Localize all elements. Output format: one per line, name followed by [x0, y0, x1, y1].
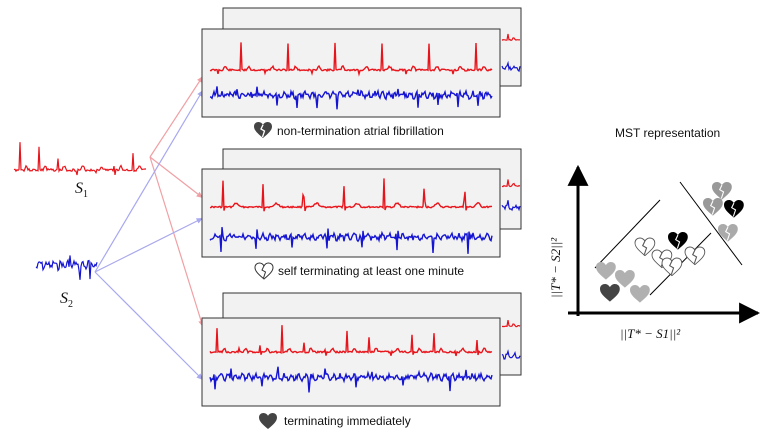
signal-s1-trace	[13, 142, 146, 176]
mst-representation: MST representation ||T* − S2||² ||T* − S…	[548, 126, 761, 341]
broken-heart-icon	[661, 257, 683, 277]
panel-non-termination: non-termination atrial fibrillation	[201, 7, 522, 138]
broken-heart-icon	[718, 224, 738, 242]
broken-heart-icon	[712, 182, 732, 200]
panel-terminating-immediately: terminating immediately	[201, 292, 522, 429]
arrow-s2-panel1	[94, 89, 204, 273]
heart-icon	[600, 284, 620, 302]
broken-heart-icon	[668, 232, 688, 250]
signal-s2-label: S2	[60, 290, 73, 310]
panel-self-terminating: self terminating at least one minute	[201, 148, 522, 280]
signal-s2: S2	[35, 255, 98, 310]
panel2-blue-trace	[209, 227, 493, 254]
panel3-red-trace	[209, 325, 493, 357]
broken-heart-dark-icon	[254, 122, 272, 138]
broken-heart-icon	[703, 198, 723, 216]
signal-s1-label: S1	[75, 180, 88, 200]
mst-x-axis-label: ||T* − S1||²	[620, 326, 681, 341]
arrow-s2-panel3	[94, 271, 204, 381]
broken-heart-icon	[724, 200, 744, 218]
mst-y-axis-label: ||T* − S2||²	[548, 237, 563, 298]
arrow-s1-panel3	[149, 156, 204, 328]
broken-heart-icon	[684, 246, 706, 266]
heart-icon	[615, 270, 635, 288]
heart-dark-icon	[259, 413, 277, 429]
signal-s1: S1	[13, 142, 146, 200]
panel-front-frame	[201, 28, 501, 118]
panel-front-frame	[201, 168, 501, 258]
arrow-s2-panel2	[94, 217, 204, 273]
arrows	[94, 75, 204, 381]
mst-separator-line	[679, 181, 743, 266]
arrow-s1-panel2	[149, 156, 204, 199]
heart-icon	[630, 285, 650, 303]
mst-title: MST representation	[615, 126, 720, 140]
panel3-blue-trace	[209, 366, 493, 393]
signal-s2-trace	[35, 255, 98, 280]
mst-heart-cluster	[596, 182, 744, 303]
panel2-red-trace	[210, 178, 493, 212]
panel2-label: self terminating at least one minute	[278, 264, 464, 278]
panel1-blue-trace	[209, 86, 493, 110]
arrow-s1-panel1	[149, 75, 204, 158]
broken-heart-icon	[634, 237, 656, 257]
panel-front-frame	[201, 317, 501, 407]
panel1-label: non-termination atrial fibrillation	[277, 124, 444, 138]
mst-separator-line	[594, 199, 661, 269]
heart-icon	[596, 262, 616, 280]
panel1-red-trace	[209, 42, 493, 77]
broken-heart-outline-icon	[254, 262, 274, 280]
panel3-label: terminating immediately	[284, 414, 411, 428]
